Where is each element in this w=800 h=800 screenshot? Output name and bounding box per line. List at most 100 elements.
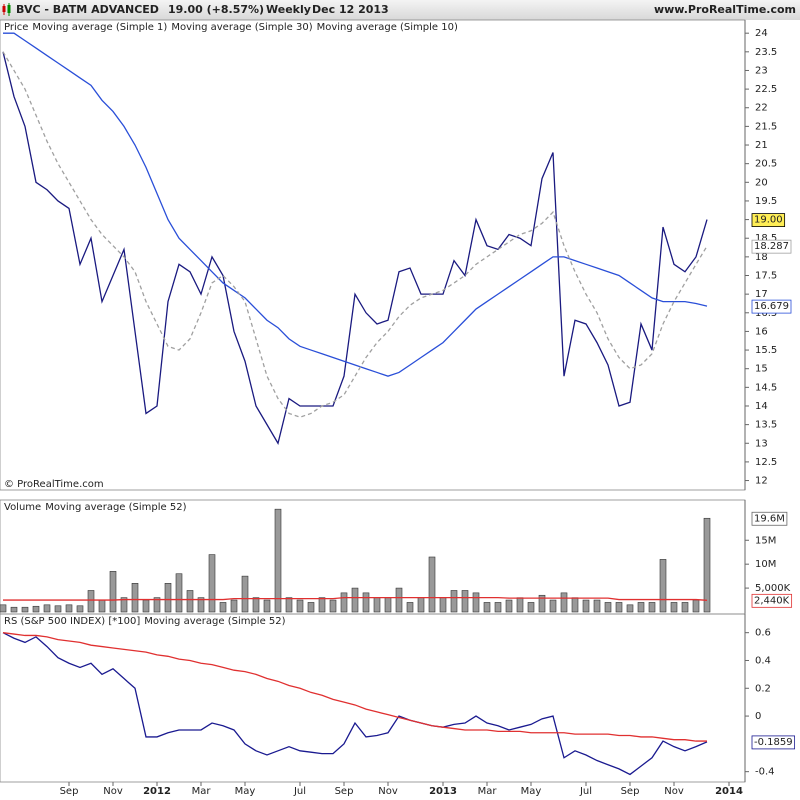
- volume-bar: [450, 590, 458, 613]
- x-tick-label: Mar: [192, 786, 212, 797]
- y-tick-label: 20: [755, 177, 768, 188]
- y-tick-label: 24: [755, 28, 768, 39]
- volume-bar: [175, 573, 183, 613]
- volume-bar: [142, 599, 150, 613]
- header-bar: [0, 0, 800, 20]
- y-tick-label: 10M: [755, 559, 776, 570]
- y-tick-label: 14: [755, 401, 768, 412]
- volume-bar: [428, 556, 436, 613]
- volume-bar: [505, 599, 513, 613]
- volume-bar: [307, 602, 315, 613]
- volume-bar: [659, 559, 667, 613]
- volume-bar: [516, 597, 524, 613]
- volume-bar: [406, 602, 414, 613]
- y-tick-label: 22: [755, 103, 768, 114]
- x-tick-label: 2014: [715, 786, 743, 797]
- x-tick-label: Nov: [378, 786, 398, 797]
- volume-bar: [703, 517, 711, 613]
- volume-bar: [186, 590, 194, 613]
- volume-bar: [637, 602, 645, 613]
- last-value-box: [751, 239, 792, 254]
- volume-bar: [417, 597, 425, 613]
- quote: 19.00 (+8.57%): [168, 3, 264, 16]
- volume-bar: [395, 587, 403, 613]
- volume-bar: [285, 597, 293, 613]
- volume-bar: [384, 597, 392, 613]
- y-tick-label: 23: [755, 65, 768, 76]
- last-value-box: [751, 735, 796, 750]
- series-line: [3, 597, 708, 601]
- last-value-box: [751, 593, 793, 608]
- x-tick-label: Jul: [579, 786, 592, 797]
- last-value-label: 2,440K: [754, 595, 790, 606]
- x-tick-label: May: [521, 786, 542, 797]
- volume-bar: [263, 599, 271, 613]
- volume-bar: [54, 605, 62, 613]
- last-value-box: [751, 213, 786, 227]
- y-tick-label: 23.5: [755, 47, 777, 58]
- volume-bar: [615, 602, 623, 613]
- last-value-label: 16.679: [754, 301, 789, 312]
- legend-entry: Moving average (Simple 1): [32, 22, 167, 33]
- volume-bar: [43, 604, 51, 613]
- volume-bar: [0, 604, 7, 613]
- y-tick-label: 13.5: [755, 420, 777, 431]
- volume-bar: [318, 597, 326, 613]
- volume-bar: [670, 602, 678, 613]
- volume-bar: [164, 583, 172, 613]
- y-tick-label: 21.5: [755, 121, 777, 132]
- volume-bar: [648, 602, 656, 613]
- volume-bar: [21, 606, 29, 613]
- symbol: BVC - BATM ADVANCED: [16, 3, 159, 16]
- volume-bar: [274, 508, 282, 613]
- volume-bar: [351, 587, 359, 613]
- last-value-label: 18.287: [754, 241, 789, 252]
- panel-frame: [0, 613, 746, 783]
- x-tick-label: Sep: [335, 786, 354, 797]
- y-tick-label: 21: [755, 140, 768, 151]
- legend-entry: Moving average (Simple 10): [317, 22, 458, 33]
- site: www.ProRealTime.com: [654, 3, 796, 16]
- volume-bar: [604, 602, 612, 613]
- volume-bar: [109, 571, 117, 613]
- y-tick-label: 12: [755, 476, 768, 487]
- volume-bar: [87, 590, 95, 613]
- x-tick-label: Sep: [621, 786, 640, 797]
- volume-bar: [461, 590, 469, 613]
- volume-bar: [98, 599, 106, 613]
- volume-bar: [230, 599, 238, 613]
- y-tick-label: 20.5: [755, 159, 777, 170]
- copyright: © ProRealTime.com: [4, 479, 104, 490]
- volume-bar: [527, 602, 535, 613]
- y-tick-label: 0: [755, 711, 761, 722]
- volume-bar: [582, 599, 590, 613]
- volume-bar: [373, 597, 381, 613]
- volume-bar: [549, 599, 557, 613]
- panel-frame: [0, 19, 746, 491]
- x-tick-label: Jul: [293, 786, 306, 797]
- y-tick-label: 15.5: [755, 345, 777, 356]
- x-tick-label: Nov: [664, 786, 684, 797]
- y-tick-label: 14.5: [755, 382, 777, 393]
- series-line: [2, 51, 708, 418]
- series-line: [3, 32, 708, 377]
- volume-bar: [494, 602, 502, 613]
- volume-bar: [329, 599, 337, 613]
- last-value-box: [751, 511, 788, 526]
- volume-bar: [219, 602, 227, 613]
- x-tick-label: Mar: [478, 786, 498, 797]
- y-tick-label: 0.2: [755, 683, 771, 694]
- last-value-label: 19.00: [754, 215, 783, 226]
- legend-entry: Moving average (Simple 30): [171, 22, 312, 33]
- volume-bar: [362, 592, 370, 613]
- volume-bar: [626, 604, 634, 613]
- legend-entry: RS (S&P 500 INDEX) [*100]: [4, 616, 140, 627]
- volume-bar: [10, 606, 18, 613]
- volume-bar: [538, 594, 546, 613]
- y-tick-label: 17: [755, 289, 768, 300]
- last-value-box: [751, 299, 792, 314]
- volume-bar: [65, 604, 73, 613]
- y-tick-label: 22.5: [755, 84, 777, 95]
- volume-bar: [120, 597, 128, 613]
- volume-bar: [692, 599, 700, 613]
